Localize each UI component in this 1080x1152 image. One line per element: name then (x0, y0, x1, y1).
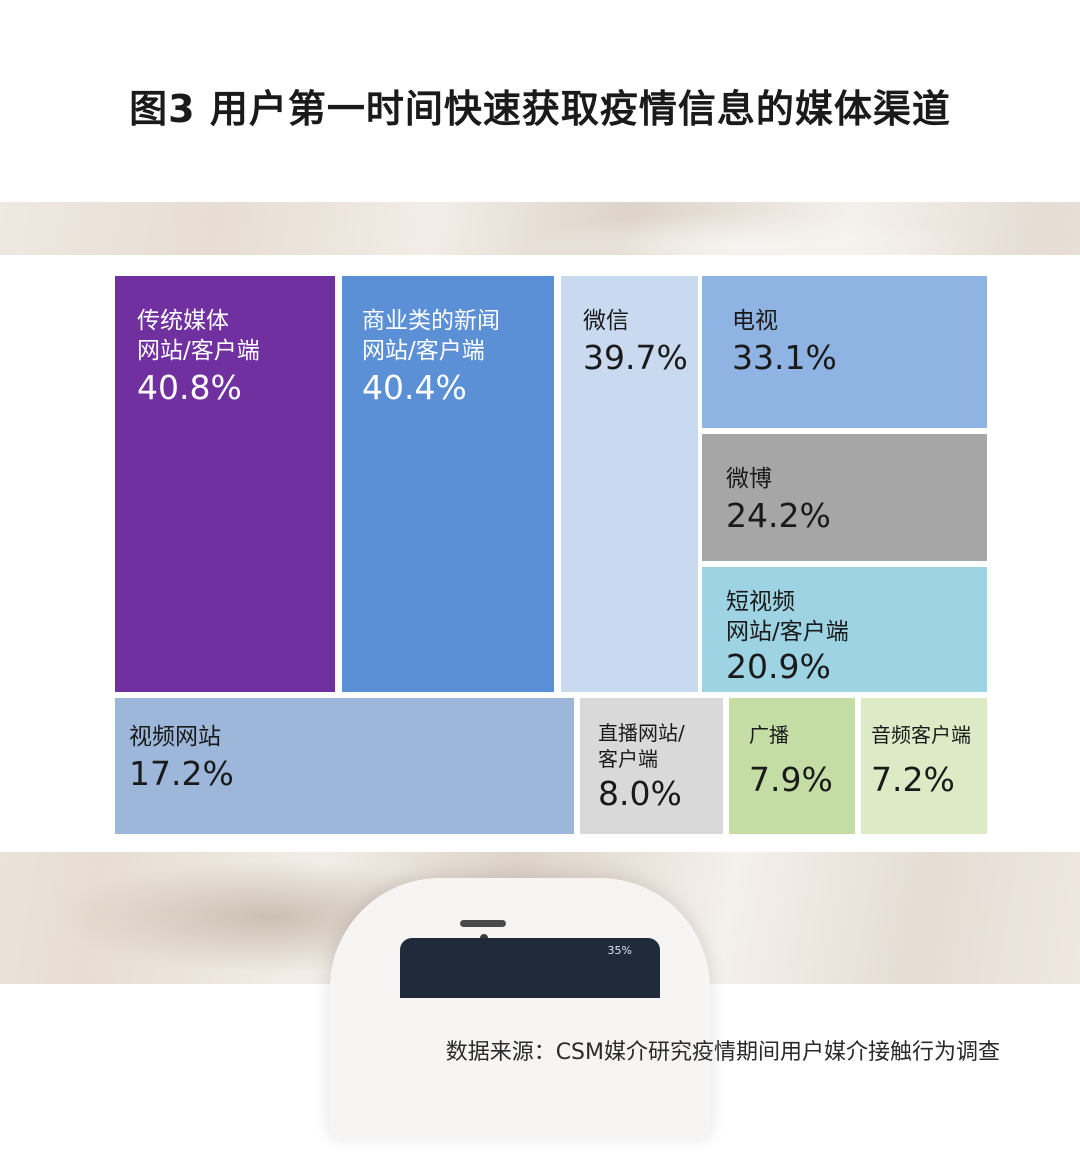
treemap-tile: 电视 33.1% (702, 276, 987, 428)
phone-screen: 35% (400, 938, 660, 998)
tile-value: 17.2% (129, 754, 234, 793)
tile-value: 39.7% (583, 338, 688, 377)
treemap-tile: 音频客户端 7.2% (861, 698, 987, 834)
tile-label: 商业类的新闻 网站/客户端 (362, 308, 500, 364)
tile-value: 7.2% (871, 760, 955, 799)
phone-battery-status: 35% (607, 944, 632, 957)
tile-value: 40.8% (137, 368, 242, 407)
tile-value: 33.1% (732, 338, 837, 377)
tile-label: 直播网站/ 客户端 (598, 721, 685, 771)
tile-label: 电视 (732, 308, 778, 334)
data-source: 数据来源：CSM媒介研究疫情期间用户媒介接触行为调查 (445, 1040, 1000, 1065)
treemap-tile: 微博 24.2% (702, 434, 987, 561)
treemap-tile: 微信 39.7% (561, 276, 698, 692)
tile-label: 广播 (749, 723, 789, 747)
tile-label: 视频网站 (129, 724, 221, 750)
phone-speaker (460, 920, 506, 927)
tile-value: 24.2% (726, 496, 831, 535)
tile-value: 7.9% (749, 760, 833, 799)
tile-label: 短视频 网站/客户端 (726, 589, 849, 645)
treemap-tile: 商业类的新闻 网站/客户端 40.4% (342, 276, 554, 692)
treemap-tile: 短视频 网站/客户端 20.9% (702, 567, 987, 692)
treemap-tile: 视频网站 17.2% (115, 698, 574, 834)
tile-value: 20.9% (726, 647, 831, 686)
tile-label: 微信 (583, 308, 629, 334)
tile-label: 音频客户端 (871, 723, 971, 747)
treemap-tile: 传统媒体 网站/客户端 40.8% (115, 276, 335, 692)
treemap-tile: 广播 7.9% (729, 698, 855, 834)
phone-image: 35% (330, 878, 710, 1138)
treemap-tile: 直播网站/ 客户端 8.0% (580, 698, 723, 834)
tile-label: 微博 (726, 466, 772, 492)
tile-value: 8.0% (598, 774, 682, 813)
tile-label: 传统媒体 网站/客户端 (137, 308, 260, 364)
tile-value: 40.4% (362, 368, 467, 407)
chart-title: 图3 用户第一时间快速获取疫情信息的媒体渠道 (129, 87, 951, 131)
